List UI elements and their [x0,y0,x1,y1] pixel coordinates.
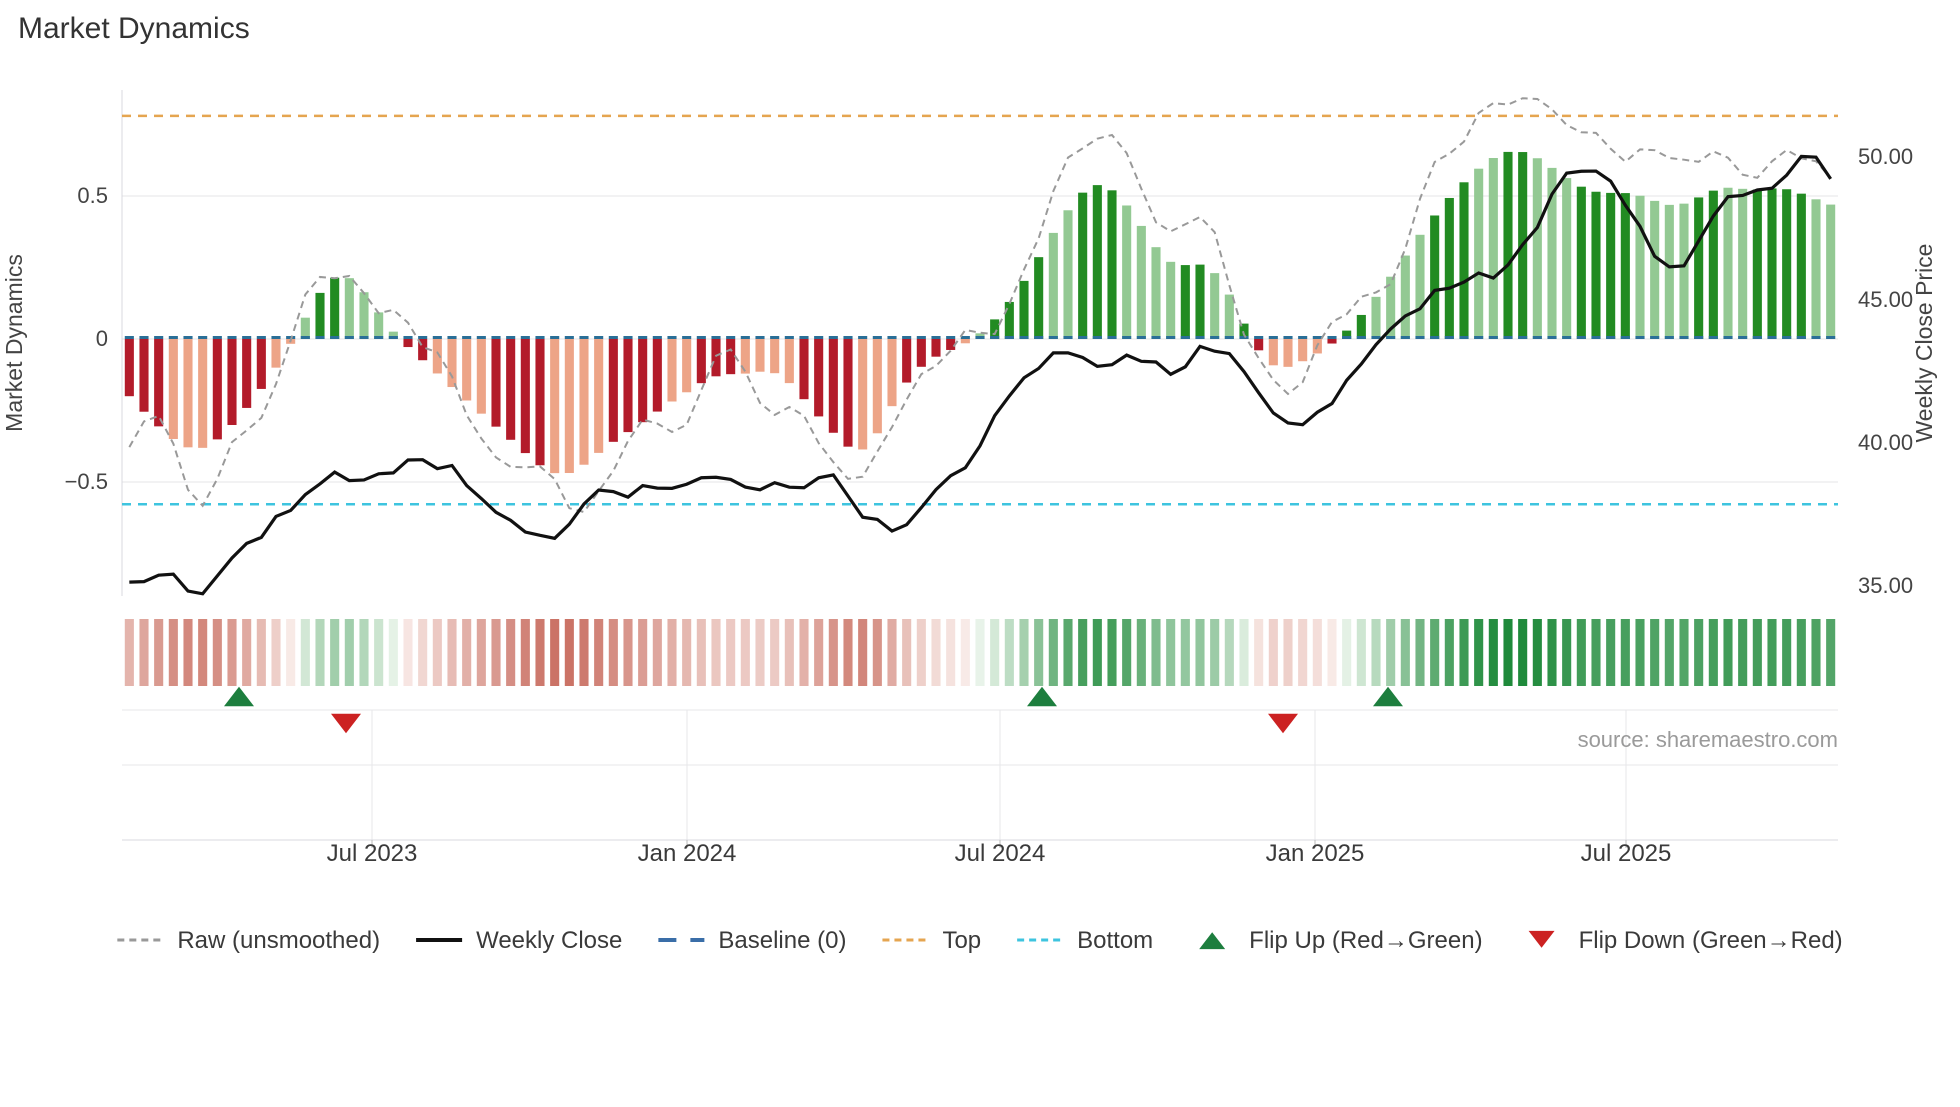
svg-text:Market Dynamics: Market Dynamics [18,12,250,45]
svg-text:Jan 2024: Jan 2024 [638,840,737,867]
svg-text:Bottom: Bottom [1077,927,1153,954]
svg-text:Weekly Close: Weekly Close [476,927,622,954]
svg-text:35.00: 35.00 [1858,573,1913,598]
svg-text:−0.5: −0.5 [65,469,108,494]
svg-text:Jul 2025: Jul 2025 [1581,840,1672,867]
svg-text:Weekly Close Price: Weekly Close Price [1911,244,1937,443]
svg-text:Jul 2024: Jul 2024 [955,840,1046,867]
svg-text:Market Dynamics: Market Dynamics [1,254,27,432]
svg-text:0.5: 0.5 [77,183,108,208]
svg-text:Baseline (0): Baseline (0) [718,927,846,954]
svg-text:Flip Down (Green→Red): Flip Down (Green→Red) [1579,927,1843,954]
svg-text:Flip Up (Red→Green): Flip Up (Red→Green) [1249,927,1482,954]
svg-text:45.00: 45.00 [1858,287,1913,312]
svg-text:Jan 2025: Jan 2025 [1266,840,1365,867]
svg-text:Raw (unsmoothed): Raw (unsmoothed) [177,927,380,954]
svg-text:Top: Top [942,927,981,954]
svg-text:source: sharemaestro.com: source: sharemaestro.com [1578,727,1838,752]
svg-text:0: 0 [96,326,108,351]
svg-text:40.00: 40.00 [1858,430,1913,455]
svg-text:50.00: 50.00 [1858,144,1913,169]
svg-text:Jul 2023: Jul 2023 [327,840,418,867]
